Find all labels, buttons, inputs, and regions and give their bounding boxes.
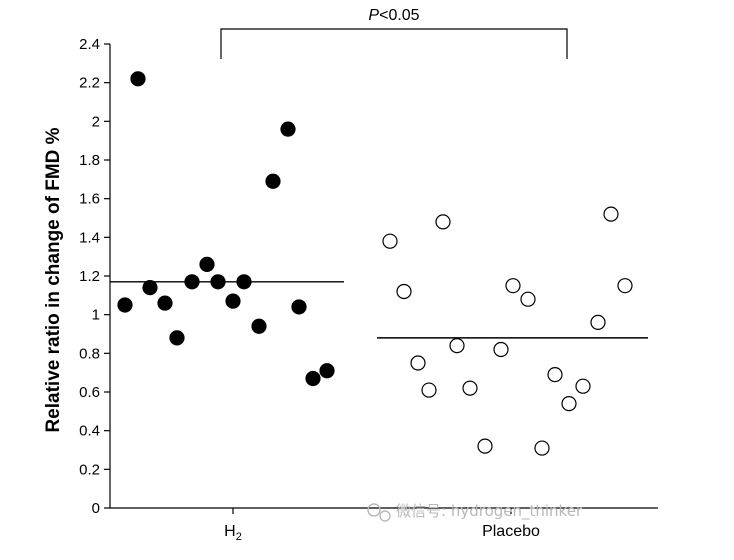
open-point <box>547 367 563 383</box>
filled-point <box>210 274 226 290</box>
y-axis-label: Relative ratio in change of FMD % <box>43 127 64 432</box>
filled-point <box>130 71 146 87</box>
open-point <box>520 291 536 307</box>
open-point <box>603 206 619 222</box>
y-tick-label: 2.4 <box>79 36 100 53</box>
p-value-label: P<0.05 <box>368 7 419 24</box>
filled-point <box>265 173 281 189</box>
open-point <box>462 380 478 396</box>
filled-point <box>236 274 252 290</box>
watermark: 微信号: hydrogen_thinker <box>367 502 583 522</box>
y-tick-label: 0 <box>92 500 100 517</box>
open-point <box>534 440 550 456</box>
open-point <box>410 355 426 371</box>
y-tick-label: 2.2 <box>79 75 100 92</box>
y-tick-label: 1.4 <box>79 229 100 246</box>
open-point <box>421 382 437 398</box>
filled-point <box>142 280 158 296</box>
data-points <box>117 71 633 456</box>
y-tick-label: 1.8 <box>79 152 100 169</box>
open-point <box>396 283 412 300</box>
open-point <box>449 338 465 354</box>
filled-point <box>280 121 296 137</box>
y-tick-label: 0.6 <box>79 384 100 401</box>
y-ticks: 0 0.2 0.4 0.6 0.8 1 1.2 1.4 1.6 1.8 2 2.2 2.4 <box>79 36 110 517</box>
category-labels: H2 Placebo <box>224 508 540 543</box>
open-point <box>477 438 493 454</box>
filled-point <box>184 274 200 290</box>
significance-bracket: P<0.05 <box>220 7 568 59</box>
filled-point <box>305 370 321 387</box>
y-tick-label: 2 <box>92 113 100 130</box>
category-label: H2 <box>224 523 242 543</box>
y-tick-label: 1.2 <box>79 268 100 285</box>
open-point <box>617 278 633 294</box>
open-point <box>575 378 591 394</box>
mean-lines <box>110 281 648 339</box>
filled-point <box>319 363 335 379</box>
y-tick-label: 0.4 <box>79 423 100 440</box>
filled-point <box>157 295 173 311</box>
y-tick-label: 1.6 <box>79 191 100 208</box>
filled-point <box>199 256 215 272</box>
filled-point <box>225 293 241 309</box>
filled-point <box>169 330 185 346</box>
open-point <box>590 314 606 330</box>
open-point <box>505 278 521 294</box>
open-point <box>435 214 451 230</box>
filled-point <box>291 299 307 315</box>
y-tick-label: 0.8 <box>79 345 100 362</box>
bracket-line <box>220 28 568 59</box>
watermark-text: 微信号: hydrogen_thinker <box>396 502 583 521</box>
filled-point <box>251 318 267 334</box>
open-point <box>493 341 509 358</box>
filled-point <box>117 297 133 313</box>
wechat-icon <box>367 503 391 522</box>
open-point <box>382 233 398 249</box>
open-point <box>561 396 577 412</box>
category-label: Placebo <box>482 523 540 540</box>
y-tick-label: 1 <box>92 307 100 324</box>
y-tick-label: 0.2 <box>79 461 100 478</box>
